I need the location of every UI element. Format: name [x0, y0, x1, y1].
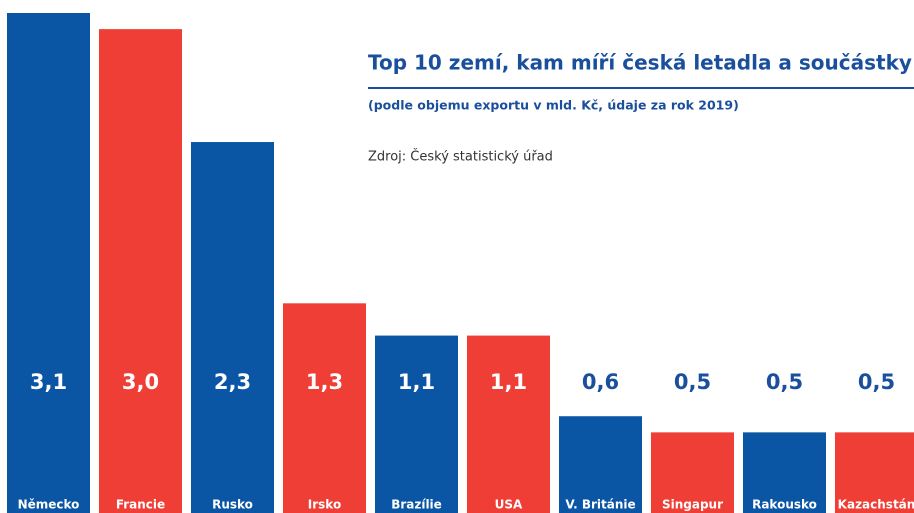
value-label: 0,6 — [582, 370, 619, 394]
x-tick-label: Francie — [116, 498, 165, 512]
x-tick-label: Rakousko — [752, 498, 817, 512]
bar — [375, 335, 458, 513]
chart-title: Top 10 zemí, kam míří česká letadla a so… — [368, 51, 912, 75]
x-tick-label: Brazílie — [391, 498, 442, 512]
value-label: 3,1 — [30, 370, 67, 394]
value-label: 1,3 — [306, 370, 343, 394]
bar — [835, 432, 914, 513]
x-tick-label: V. Británie — [565, 498, 635, 512]
x-tick-label: Rusko — [212, 498, 253, 512]
bar — [467, 335, 550, 513]
bar — [191, 142, 274, 513]
value-label: 0,5 — [858, 370, 895, 394]
bar — [743, 432, 826, 513]
x-tick-label: Německo — [18, 498, 80, 512]
value-label: 3,0 — [122, 370, 159, 394]
bar — [651, 432, 734, 513]
source: Zdroj: Český statistický úřad — [368, 149, 553, 165]
bar — [7, 13, 90, 513]
bar — [283, 303, 366, 513]
x-tick-label: Kazachstán — [838, 498, 914, 512]
x-tick-label: Irsko — [308, 498, 341, 512]
value-label: 0,5 — [766, 370, 803, 394]
x-tick-label: Singapur — [662, 498, 723, 512]
value-label: 1,1 — [490, 370, 527, 394]
chart-subtitle: (podle objemu exportu v mld. Kč, údaje z… — [368, 98, 739, 113]
value-label: 0,5 — [674, 370, 711, 394]
bar — [99, 29, 182, 513]
value-label: 2,3 — [214, 370, 251, 394]
x-tick-label: USA — [495, 498, 523, 512]
value-label: 1,1 — [398, 370, 435, 394]
bar — [559, 416, 642, 513]
